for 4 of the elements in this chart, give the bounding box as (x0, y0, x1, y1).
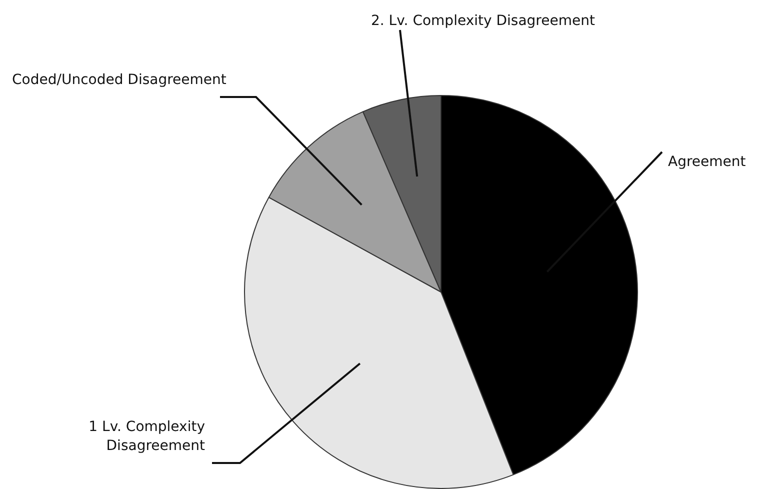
slice-label: Coded/Uncoded Disagreement (12, 72, 227, 88)
slice-label: 2. Lv. Complexity Disagreement (371, 13, 596, 29)
slice-label: Agreement (668, 154, 746, 170)
slice-label: 1 Lv. Complexity Disagreement (88, 419, 206, 454)
